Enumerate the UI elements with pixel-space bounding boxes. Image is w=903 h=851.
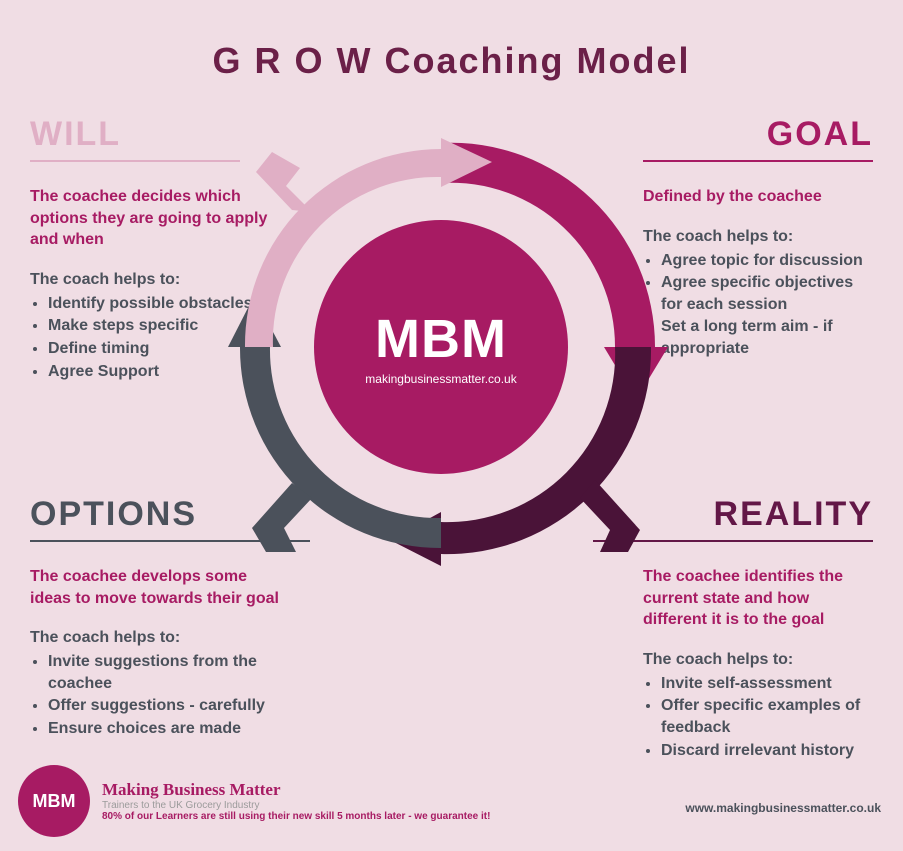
center-circle: MBM makingbusinessmatter.co.uk [314,220,568,474]
center-url: makingbusinessmatter.co.uk [365,372,516,386]
arc-options-notch [252,483,312,552]
center-label: MBM [375,308,507,370]
arc-will-notch [256,152,312,212]
arc-reality-notch [580,480,640,552]
